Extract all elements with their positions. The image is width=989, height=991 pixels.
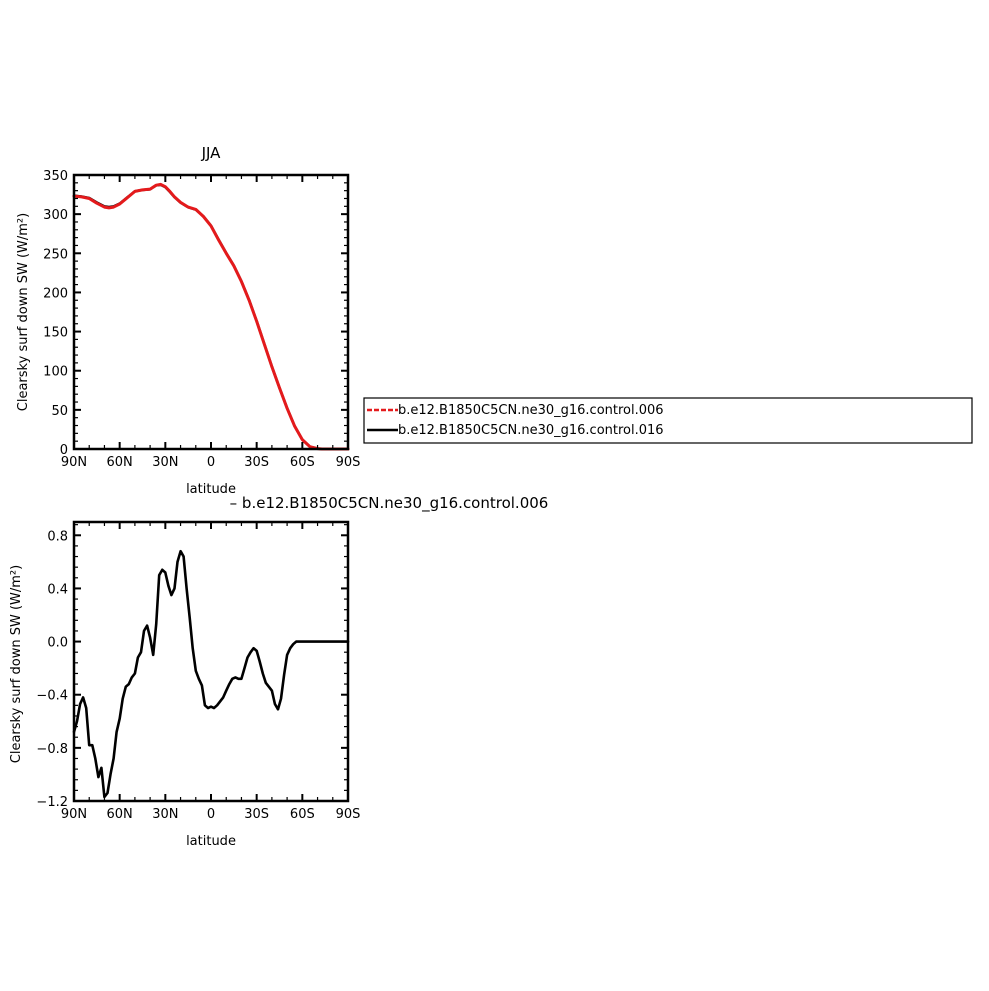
chart-bottom-x-tick-label: 90S (336, 807, 361, 822)
chart-bottom-y-tick-label: 0.0 (47, 636, 68, 651)
chart-top-y-tick-label: 300 (43, 208, 68, 223)
chart-bottom-xlabel: latitude (186, 834, 236, 849)
chart-bottom-series-1-line (72, 549, 350, 799)
chart-bottom-y-tick-label: 0.8 (47, 529, 68, 544)
chart-top-xlabel: latitude (186, 482, 236, 497)
legend: b.e12.B1850C5CN.ne30_g16.control.006 b.e… (363, 397, 973, 444)
chart-bottom-x-tick-label: 90N (61, 807, 87, 822)
legend-box (363, 397, 973, 444)
chart-bottom-x-tick-label: 0 (207, 807, 215, 822)
chart-top-x-tick-label: 60N (107, 455, 133, 470)
chart-bottom-y-tick-label: 0.4 (47, 582, 68, 597)
chart-top-y-tick-label: 150 (43, 326, 68, 341)
chart-bottom: – b.e12.B1850C5CN.ne30_g16.control.006 9… (9, 494, 548, 849)
chart-top-series-1-line (72, 182, 350, 451)
chart-bottom-x-tick-label: 30N (152, 807, 178, 822)
chart-bottom-ticks: 90N 60N 30N 0 30S 60S 90S −1.2 −0.8 −0.4 0.0 0.4 0.8 (36, 522, 360, 822)
chart-top-y-tick-label: 200 (43, 286, 68, 301)
chart-top-plot-frame (72, 173, 350, 451)
chart-bottom-title: – b.e12.B1850C5CN.ne30_g16.control.006 (230, 494, 549, 513)
chart-top: JJA 90N 60N 30N 0 30S 60S 90S 0 50 100 150 200 250 30… (16, 144, 360, 497)
chart-bottom-y-tick-label: −0.4 (36, 689, 68, 704)
chart-bottom-y-tick-label: −0.8 (36, 742, 68, 757)
chart-top-ylabel: Clearsky surf down SW (W/m²) (16, 213, 31, 411)
chart-bottom-y-tick-label: −1.2 (36, 795, 68, 810)
chart-top-series-group (72, 182, 350, 451)
chart-bottom-ylabel: Clearsky surf down SW (W/m²) (9, 565, 24, 763)
chart-top-y-tick-label: 0 (60, 443, 68, 458)
chart-top-x-tick-label: 90N (61, 455, 87, 470)
chart-top-x-tick-label: 60S (290, 455, 315, 470)
chart-top-y-tick-label: 350 (43, 169, 68, 184)
chart-top-title: JJA (201, 144, 222, 162)
legend-label-series-1: b.e12.B1850C5CN.ne30_g16.control.006 (398, 403, 664, 418)
chart-top-y-tick-label: 100 (43, 365, 68, 380)
chart-bottom-x-tick-label: 60N (107, 807, 133, 822)
chart-top-x-tick-label: 30N (152, 455, 178, 470)
legend-label-series-2: b.e12.B1850C5CN.ne30_g16.control.016 (398, 423, 664, 438)
chart-top-x-tick-label: 0 (207, 455, 215, 470)
chart-bottom-plot-frame (72, 520, 350, 803)
chart-top-y-tick-label: 250 (43, 247, 68, 262)
chart-top-x-tick-label: 30S (244, 455, 269, 470)
chart-bottom-series-group (72, 549, 350, 799)
chart-bottom-x-tick-label: 30S (244, 807, 269, 822)
chart-top-x-tick-label: 90S (336, 455, 361, 470)
chart-top-y-tick-label: 50 (51, 404, 68, 419)
chart-bottom-x-tick-label: 60S (290, 807, 315, 822)
